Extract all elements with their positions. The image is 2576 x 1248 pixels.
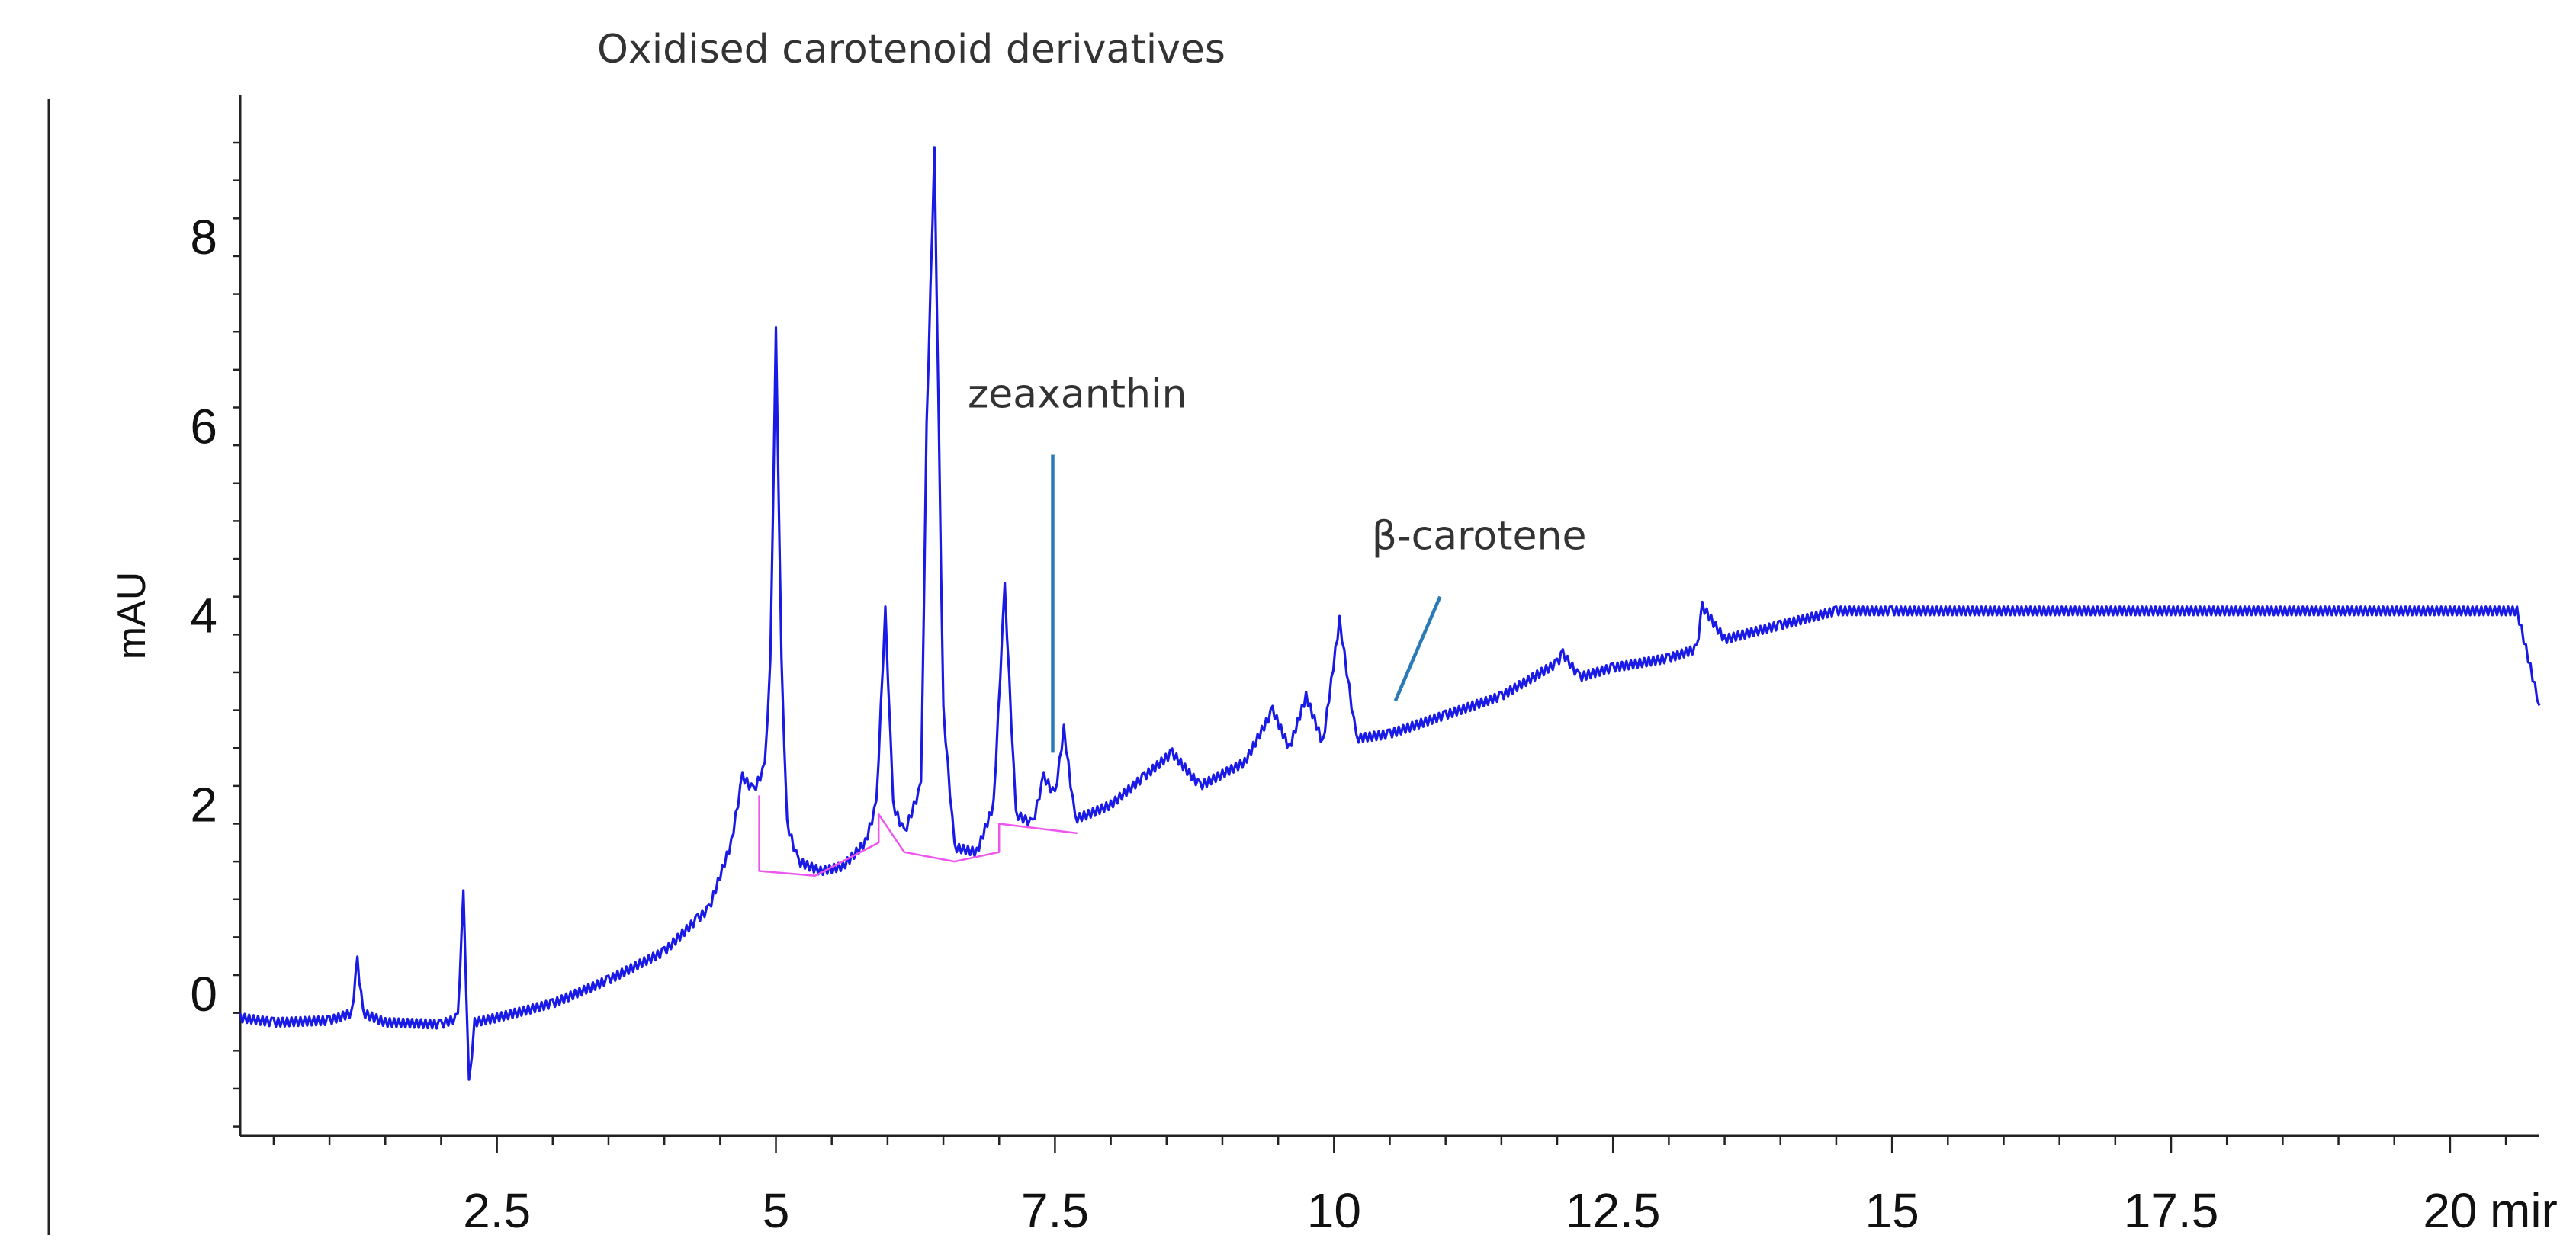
axes-layer: 0 2 4 6 8 2.5 5 7.5 10 12.5 15 17.5 20 bbox=[190, 95, 2539, 1238]
annotation-pointer bbox=[1393, 595, 1442, 702]
x-tick-label: 10 bbox=[1307, 1183, 1361, 1238]
y-tick-label: 4 bbox=[190, 589, 217, 643]
annotation-label: β-carotene bbox=[1372, 514, 1587, 560]
x-tick-label: 5 bbox=[763, 1183, 790, 1238]
x-tick-label: 15 bbox=[1865, 1183, 1919, 1238]
x-tick-label: 20 bbox=[2423, 1183, 2477, 1238]
y-tick-label: 6 bbox=[190, 399, 217, 454]
series-line-baseline bbox=[758, 795, 1078, 877]
x-tick-label: 2.5 bbox=[463, 1183, 531, 1238]
annotation-label: zeaxanthin bbox=[968, 372, 1187, 418]
annotations-layer: zeaxanthin β-carotene bbox=[968, 372, 1587, 753]
x-tick-label: 7.5 bbox=[1021, 1183, 1089, 1238]
y-tick-label: 2 bbox=[190, 778, 217, 833]
chart-title: Oxidised carotenoid derivatives bbox=[597, 27, 1225, 72]
series-line-signal bbox=[239, 146, 2541, 1081]
y-tick-label: 8 bbox=[190, 210, 217, 265]
x-axis-unit-label: mir bbox=[2490, 1183, 2558, 1238]
y-axis-label: mAU bbox=[110, 572, 154, 660]
x-tick-label: 12.5 bbox=[1566, 1183, 1661, 1238]
y-tick-label: 0 bbox=[190, 967, 217, 1022]
series-layer bbox=[239, 146, 2541, 1081]
x-tick-label: 17.5 bbox=[2124, 1183, 2219, 1238]
